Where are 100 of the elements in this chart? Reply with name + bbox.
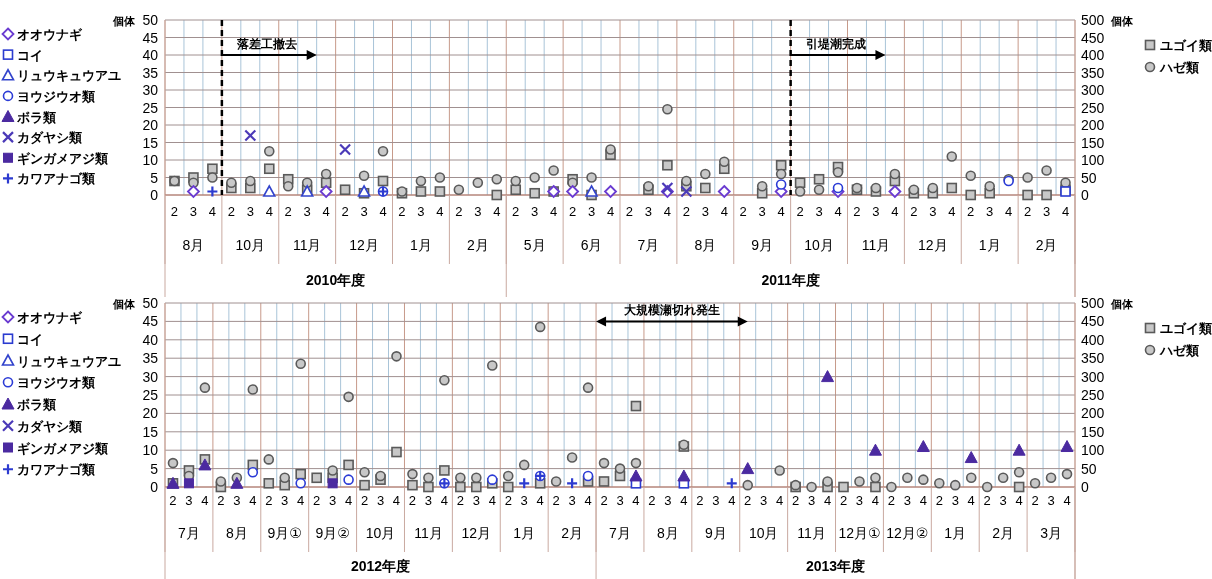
x-tick-label: 2 xyxy=(682,204,690,219)
x-tick-label: 2 xyxy=(839,493,848,508)
x-tick-label: 3 xyxy=(360,204,368,219)
x-tick-label: 4 xyxy=(776,493,784,508)
legend-label: カワアナゴ類 xyxy=(17,171,95,187)
legend-label: リュウキュウアユ xyxy=(17,68,121,84)
y-tick-label: 0 xyxy=(150,187,159,203)
text: 11月 xyxy=(414,525,443,541)
y-tick-label: 20 xyxy=(142,117,159,133)
y-tick-label: 10 xyxy=(142,442,159,459)
x-tick-label: 4 xyxy=(344,493,353,508)
y2-tick-label: 500 xyxy=(1081,295,1105,311)
x-tick-label: 3 xyxy=(472,493,480,508)
x-tick-label: 2 xyxy=(1031,493,1039,508)
x-tick-label: 2 xyxy=(935,493,943,508)
legend-label: オオウナギ xyxy=(17,310,83,325)
legend-label: ギンガメアジ類 xyxy=(17,150,108,166)
legend-label: ギンガメアジ類 xyxy=(17,440,108,456)
text: 10月 xyxy=(365,525,396,541)
y-tick-label: 15 xyxy=(142,423,159,440)
x-tick-label: 3 xyxy=(189,204,198,219)
x-tick-label: 3 xyxy=(815,204,823,219)
legend-label: コイ xyxy=(17,331,43,347)
x-tick-label: 3 xyxy=(417,204,425,219)
x-tick-label: 2 xyxy=(341,204,349,219)
x-tick-label: 2 xyxy=(625,204,634,219)
x-tick-label: 4 xyxy=(1015,493,1023,508)
text: 12月② xyxy=(886,525,929,541)
x-tick-label: 3 xyxy=(329,493,337,508)
x-tick-label: 3 xyxy=(758,204,766,219)
y2-tick-label: 0 xyxy=(1081,479,1089,495)
y2-tick-label: 400 xyxy=(1081,331,1105,348)
text: 12月 xyxy=(918,237,948,253)
text: 10月 xyxy=(748,525,779,541)
x-tick-label: 3 xyxy=(903,493,911,508)
x-tick-label: 4 xyxy=(606,204,615,219)
y2-tick-label: 0 xyxy=(1081,187,1089,203)
y2-tick-label: 300 xyxy=(1081,82,1105,98)
x-tick-label: 4 xyxy=(967,493,975,508)
x-tick-label: 3 xyxy=(929,204,937,219)
x-tick-label: 2 xyxy=(512,204,520,219)
text: 12月① xyxy=(838,525,881,541)
y2-tick-label: 300 xyxy=(1081,368,1105,385)
x-tick-label: 4 xyxy=(1005,204,1013,219)
x-tick-label: 4 xyxy=(728,493,736,508)
x-tick-label: 2 xyxy=(696,493,704,508)
x-tick-label: 2 xyxy=(739,204,747,219)
y-tick-label: 25 xyxy=(142,387,159,403)
x-tick-label: 3 xyxy=(376,493,385,508)
x-tick-label: 2 xyxy=(169,493,177,508)
annotation: 落差工撤去 xyxy=(236,37,298,51)
x-tick-label: 4 xyxy=(440,493,448,508)
y-tick-label: 5 xyxy=(150,460,159,477)
text: 1月 xyxy=(978,237,1001,253)
x-tick-label: 3 xyxy=(1047,493,1055,508)
x-tick-label: 4 xyxy=(392,493,401,508)
x-tick-label: 2 xyxy=(600,493,608,508)
x-tick-label: 4 xyxy=(823,493,832,508)
text: 8月 xyxy=(225,525,248,541)
x-tick-label: 3 xyxy=(185,493,193,508)
x-tick-label: 3 xyxy=(474,204,482,219)
x-tick-label: 2 xyxy=(455,204,463,219)
x-tick-label: 4 xyxy=(536,493,544,508)
text: 9月 xyxy=(751,237,774,253)
y2-axis-title: 個体 xyxy=(1110,15,1134,27)
text: 7月 xyxy=(637,237,660,253)
y2-tick-label: 250 xyxy=(1081,387,1105,403)
x-tick-label: 4 xyxy=(297,493,305,508)
text: 11月 xyxy=(292,237,322,253)
x-tick-label: 2 xyxy=(853,204,861,219)
y-tick-label: 40 xyxy=(142,47,159,63)
y2-tick-label: 50 xyxy=(1081,460,1097,477)
annotation: 引堤潮完成 xyxy=(805,37,866,51)
y-tick-label: 45 xyxy=(142,313,159,330)
legend-label: ボラ類 xyxy=(16,109,56,125)
x-tick-label: 4 xyxy=(265,204,273,219)
text: 8月 xyxy=(657,525,679,541)
x-tick-label: 4 xyxy=(584,493,592,508)
legend-label: ボラ類 xyxy=(16,397,56,412)
x-tick-label: 2 xyxy=(313,493,321,508)
x-tick-label: 4 xyxy=(322,204,330,219)
x-tick-label: 3 xyxy=(951,493,959,508)
x-tick-label: 3 xyxy=(587,204,596,219)
x-tick-label: 2 xyxy=(792,493,800,508)
x-tick-label: 2 xyxy=(744,493,752,508)
legend-label: ヨウジウオ類 xyxy=(17,88,95,104)
x-tick-label: 3 xyxy=(986,204,994,219)
legend-label: ヨウジウオ類 xyxy=(17,375,95,391)
legend-label: コイ xyxy=(17,47,43,63)
x-tick-label: 2 xyxy=(967,204,975,219)
text: 6月 xyxy=(580,237,603,253)
text: 9月 xyxy=(704,525,727,541)
x-tick-label: 3 xyxy=(701,204,709,219)
text: 8月 xyxy=(694,237,717,253)
legend-label: カダヤシ類 xyxy=(17,418,82,434)
y2-tick-label: 400 xyxy=(1081,47,1105,63)
x-tick-label: 3 xyxy=(246,204,254,219)
x-tick-label: 3 xyxy=(281,493,289,508)
y-tick-label: 50 xyxy=(142,295,159,311)
legend-label: カダヤシ類 xyxy=(17,130,82,146)
